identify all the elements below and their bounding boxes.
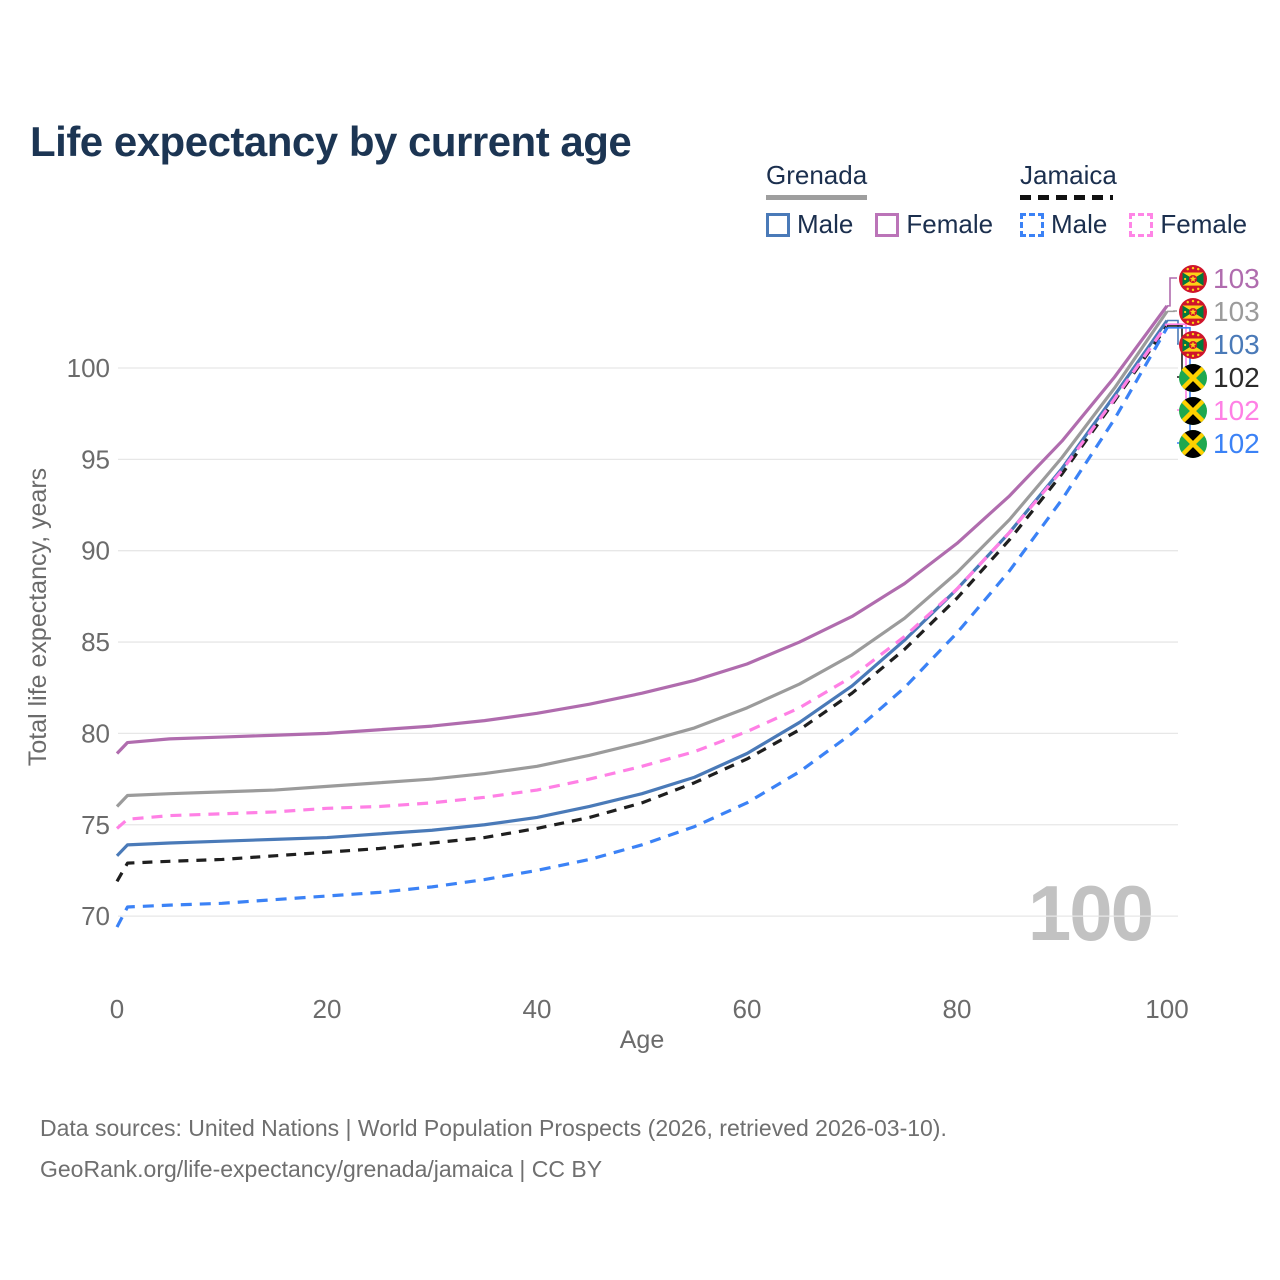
- x-tick-label: 80: [943, 994, 972, 1024]
- y-tick-label: 95: [81, 444, 110, 474]
- series-line-jamaica-both-sexes-: [115, 325, 1169, 883]
- legend-group-jamaica: Jamaica Male Female: [1020, 160, 1247, 240]
- grenada-flag-icon: [1179, 265, 1207, 293]
- y-tick-label: 70: [81, 901, 110, 931]
- end-label-value: 103: [1213, 329, 1260, 360]
- y-tick-label: 80: [81, 718, 110, 748]
- leader-line: [1167, 319, 1179, 345]
- x-tick-label: 100: [1145, 994, 1188, 1024]
- legend-country-label: Grenada: [766, 160, 868, 190]
- grenada-flag-icon: [1179, 331, 1207, 359]
- x-tick-label: 0: [110, 994, 124, 1024]
- end-label-grenada-both-sexes-: 103: [1179, 296, 1260, 328]
- x-tick-label: 60: [733, 994, 762, 1024]
- series-line-grenada-female: [115, 304, 1169, 755]
- x-tick-label: 20: [313, 994, 342, 1024]
- legend-group-grenada: Grenada Male Female: [766, 160, 993, 240]
- footer: Data sources: United Nations | World Pop…: [40, 1108, 947, 1190]
- end-label-value: 103: [1213, 263, 1260, 294]
- x-tick-label: 40: [523, 994, 552, 1024]
- jamaica-line-sample: [1020, 195, 1113, 200]
- y-tick-label: 85: [81, 627, 110, 657]
- grenada-female-swatch-icon: [875, 212, 900, 237]
- x-axis-title: Age: [620, 1026, 664, 1054]
- end-label-jamaica-female: 102: [1179, 395, 1260, 427]
- series-line-grenada-male: [115, 319, 1169, 857]
- series-line-jamaica-female: [115, 323, 1169, 830]
- y-tick-label: 100: [67, 353, 110, 383]
- end-label-grenada-female: 103: [1179, 263, 1260, 295]
- jamaica-flag-icon: [1179, 397, 1207, 425]
- jamaica-flag-icon: [1179, 430, 1207, 458]
- y-tick-label: 75: [81, 810, 110, 840]
- jamaica-female-swatch-icon: [1129, 212, 1154, 237]
- legend-item-jamaica-female[interactable]: Female: [1129, 209, 1247, 240]
- grenada-male-swatch-icon: [766, 212, 790, 237]
- end-label-value: 103: [1213, 296, 1260, 327]
- series-line-grenada-both-sexes-: [115, 310, 1169, 808]
- jamaica-flag-icon: [1179, 364, 1207, 392]
- end-label-value: 102: [1213, 395, 1260, 426]
- legend-item-grenada-male[interactable]: Male: [766, 209, 853, 240]
- series-line-jamaica-male: [115, 327, 1169, 928]
- end-label-value: 102: [1213, 362, 1260, 393]
- legend-country-jamaica[interactable]: Jamaica: [1020, 160, 1117, 200]
- legend-country-label: Jamaica: [1020, 160, 1117, 190]
- end-label-grenada-male: 103: [1179, 329, 1260, 361]
- y-axis-title: Total life expectancy, years: [24, 468, 52, 766]
- grenada-line-sample: [766, 195, 867, 200]
- end-label-value: 102: [1213, 428, 1260, 459]
- y-tick-label: 90: [81, 536, 110, 566]
- footer-link: GeoRank.org/life-expectancy/grenada/jama…: [40, 1156, 603, 1182]
- grenada-flag-icon: [1179, 298, 1207, 326]
- page-title: Life expectancy by current age: [30, 118, 632, 166]
- legend-item-grenada-female[interactable]: Female: [875, 209, 993, 240]
- leader-line: [1167, 277, 1177, 307]
- legend-item-jamaica-male[interactable]: Male: [1020, 209, 1107, 240]
- age-watermark: 100: [1027, 869, 1154, 957]
- end-label-jamaica-male: 102: [1179, 428, 1260, 460]
- footer-sources: Data sources: United Nations | World Pop…: [40, 1115, 947, 1141]
- end-label-jamaica-both-sexes-: 102: [1179, 362, 1260, 394]
- legend-country-grenada[interactable]: Grenada: [766, 160, 867, 200]
- jamaica-male-swatch-icon: [1020, 212, 1044, 237]
